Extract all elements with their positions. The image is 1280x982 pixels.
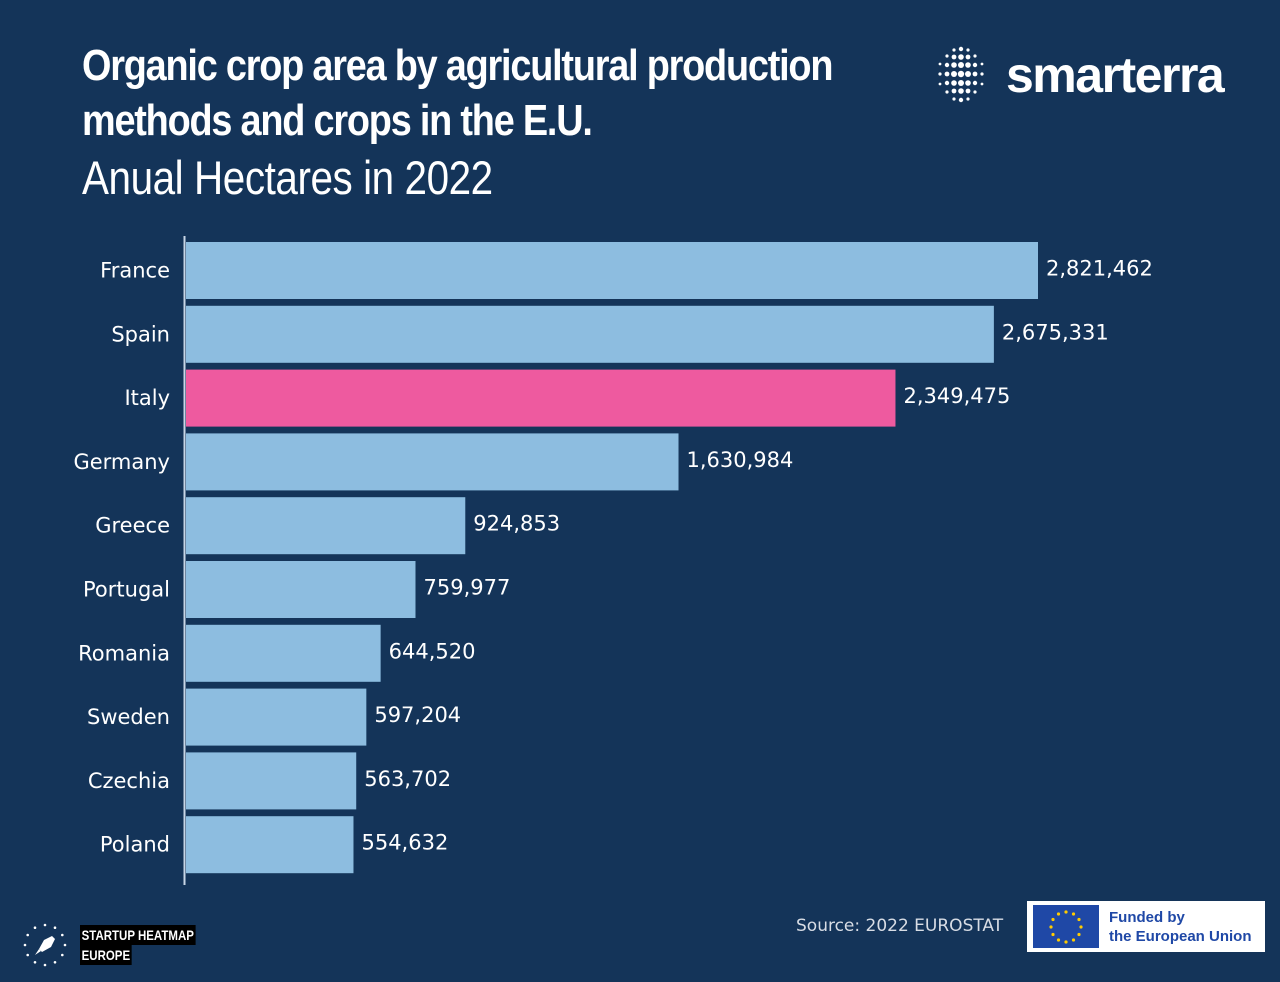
startup-heatmap-text: STARTUP HEATMAP EUROPE (80, 925, 196, 965)
eu-line-1: Funded by (1109, 908, 1185, 926)
shm-line-1: STARTUP HEATMAP (80, 925, 196, 945)
brand-name: smarterra (1006, 47, 1225, 103)
rocket-icon (23, 923, 67, 967)
bar-italy (186, 369, 896, 427)
value-label: 563,702 (364, 767, 451, 791)
value-label: 644,520 (389, 639, 476, 663)
bar-czechia (186, 752, 357, 810)
value-label: 2,675,331 (1002, 320, 1109, 344)
value-label: 554,632 (361, 831, 448, 855)
bar-spain (186, 305, 994, 363)
category-label: Sweden (87, 705, 170, 729)
eu-flag-icon (1033, 905, 1099, 948)
value-label: 2,349,475 (903, 384, 1010, 408)
value-label: 2,821,462 (1046, 257, 1153, 281)
brand-logo: smarterra (930, 40, 1225, 110)
startup-heatmap-logo: STARTUP HEATMAP EUROPE (22, 922, 221, 968)
shm-line-2: EUROPE (80, 945, 132, 965)
value-label: 1,630,984 (687, 448, 794, 472)
source-note: Source: 2022 EUROSTAT (796, 916, 1004, 936)
eu-funding-badge: Funded by the European Union (1027, 901, 1265, 952)
category-label: Germany (73, 450, 170, 474)
category-label: Portugal (83, 578, 170, 602)
category-label: Spain (111, 322, 170, 346)
bar-france (186, 242, 1038, 299)
dot-grid-icon (938, 46, 984, 103)
chart-subtitle: Anual Hectares in 2022 (82, 151, 493, 204)
category-label: Romania (78, 641, 170, 665)
bar-romania (186, 624, 381, 682)
eu-line-2: the European Union (1109, 927, 1252, 945)
value-label: 759,977 (423, 576, 510, 600)
category-label: Italy (124, 386, 170, 410)
bar-poland (186, 816, 354, 874)
bar-portugal (186, 561, 416, 618)
bar-greece (186, 497, 466, 555)
bar-germany (186, 433, 679, 491)
value-label: 924,853 (473, 512, 560, 536)
chart-title: Organic crop area by agricultural produc… (82, 41, 833, 145)
eu-funding-text: Funded by the European Union (1109, 908, 1252, 946)
category-label: France (100, 259, 170, 283)
bar-sweden (186, 688, 367, 746)
category-label: Czechia (88, 769, 170, 793)
category-label: Greece (95, 514, 170, 538)
value-label: 597,204 (374, 703, 461, 727)
category-label: Poland (100, 833, 170, 857)
